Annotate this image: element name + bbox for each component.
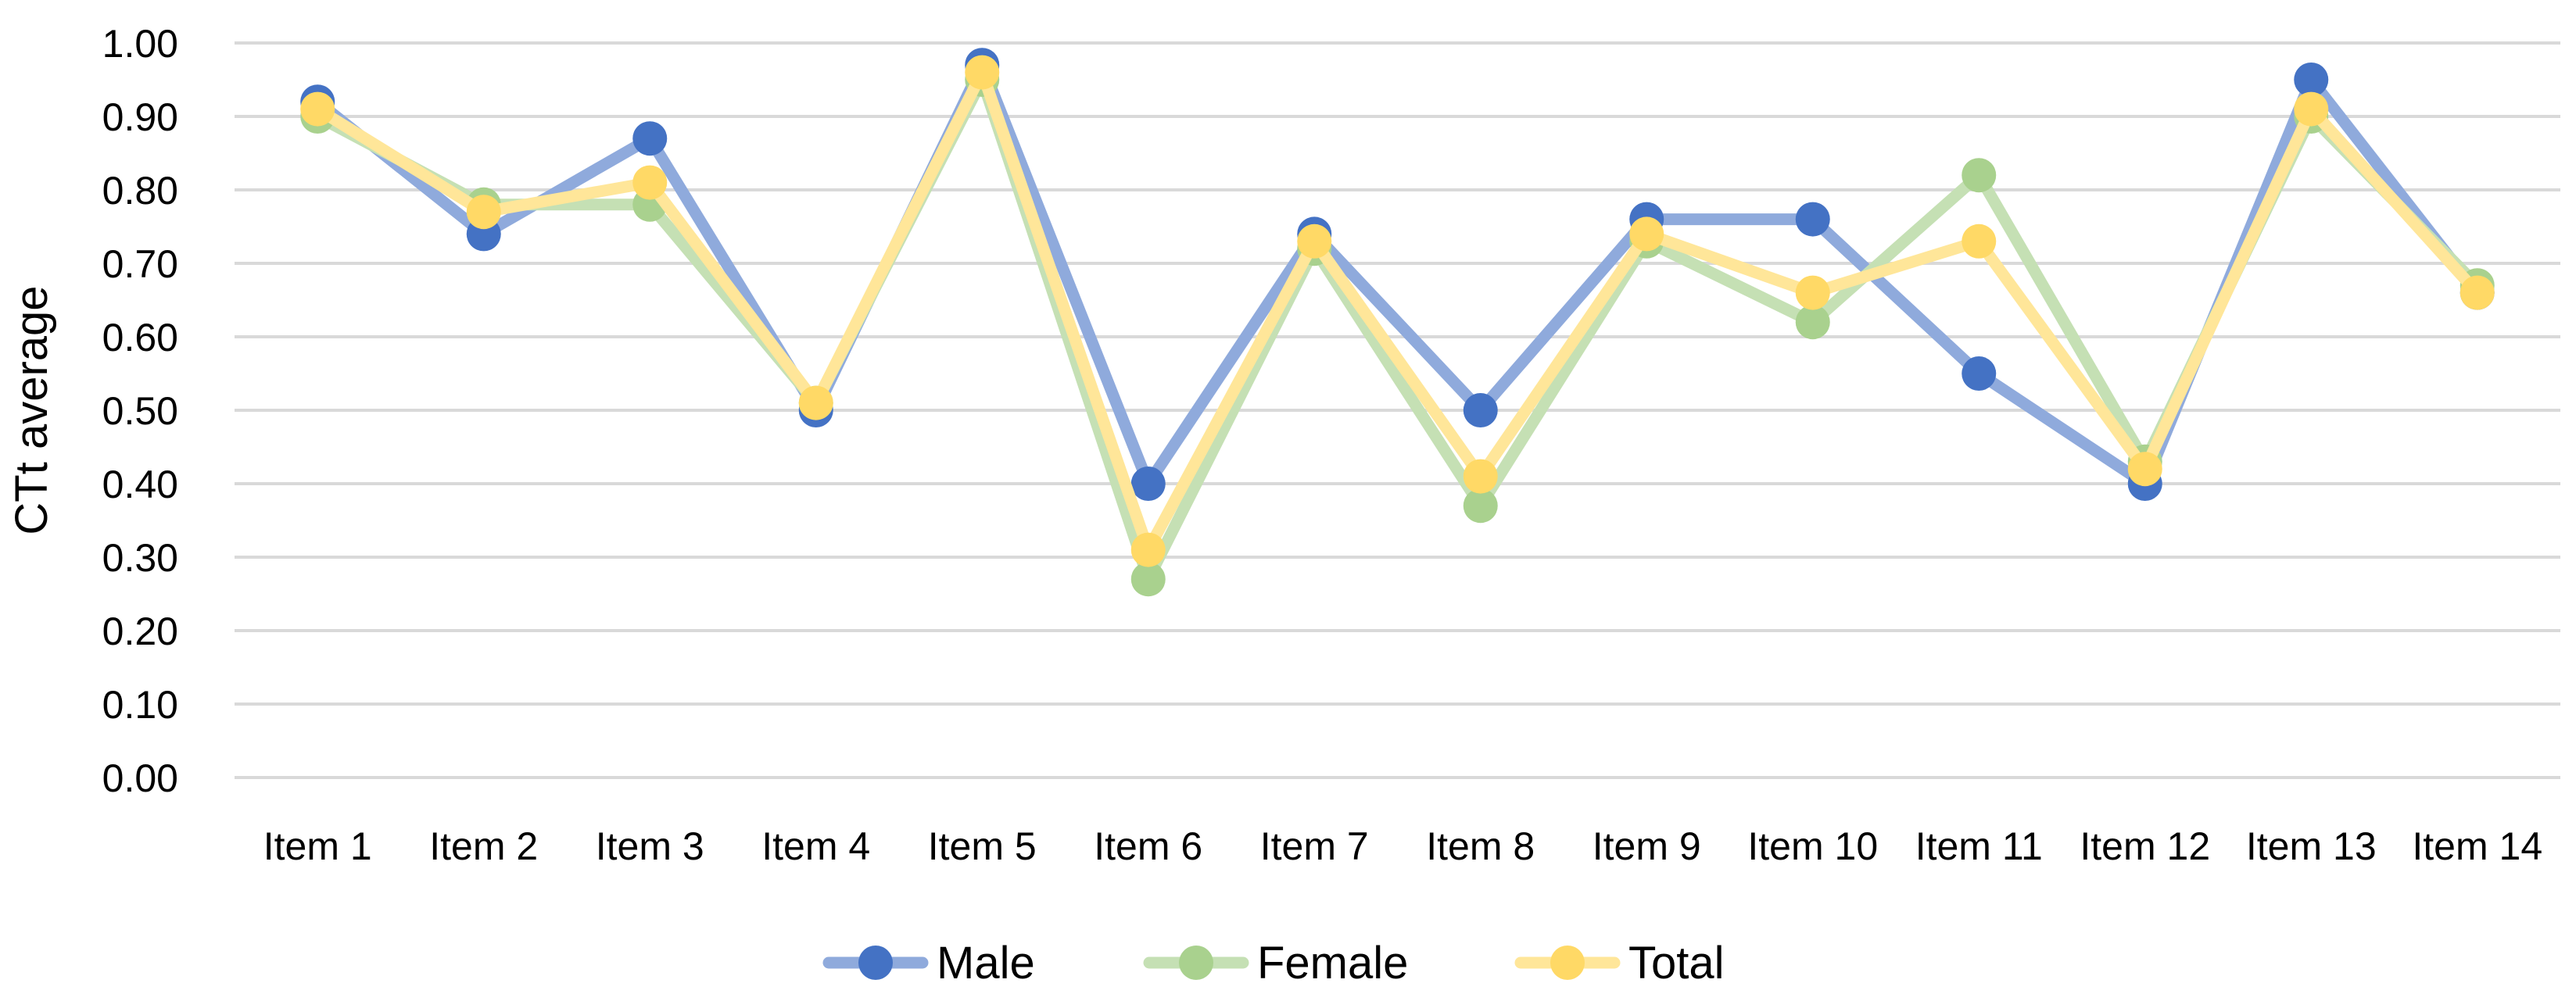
gridlines	[235, 41, 2560, 779]
x-tick-label: Item 9	[1593, 824, 1701, 868]
data-point	[300, 91, 335, 127]
legend-label: Total	[1628, 938, 1725, 988]
x-tick-label: Item 3	[596, 824, 704, 868]
y-tick-label: 1.00	[102, 22, 178, 66]
y-tick-label: 0.00	[102, 756, 178, 800]
data-point	[2460, 275, 2495, 310]
data-point	[466, 195, 501, 230]
data-point	[1297, 223, 1332, 259]
legend-label: Female	[1257, 938, 1408, 988]
legend-marker	[1179, 946, 1213, 980]
y-tick-label: 0.90	[102, 95, 178, 139]
series-line	[311, 73, 2484, 585]
legend: Male Female Total	[822, 938, 1725, 988]
y-axis-ticks: 0.00 0.10 0.20 0.30 0.40 0.50 0.60 0.70 0.80 0.90…	[102, 22, 178, 800]
series-total	[300, 55, 2495, 567]
x-tick-label: Item 8	[1426, 824, 1535, 868]
y-axis-title: CTt average	[6, 285, 57, 534]
data-point	[1795, 202, 1830, 237]
y-tick-label: 0.10	[102, 683, 178, 727]
legend-marker	[1550, 946, 1585, 980]
series-line	[311, 66, 2484, 556]
data-point	[1463, 459, 1498, 494]
x-tick-label: Item 5	[928, 824, 1037, 868]
x-tick-label: Item 14	[2412, 824, 2542, 868]
x-tick-label: Item 10	[1747, 824, 1878, 868]
data-point	[2294, 91, 2329, 127]
legend-item-male: Male	[822, 938, 1035, 988]
x-tick-label: Item 12	[2080, 824, 2210, 868]
x-tick-label: Item 13	[2246, 824, 2377, 868]
y-tick-label: 0.70	[102, 242, 178, 286]
y-tick-label: 0.60	[102, 316, 178, 359]
data-point	[1795, 305, 1830, 340]
data-point	[1130, 467, 1166, 501]
data-point	[1795, 275, 1830, 310]
data-point	[632, 165, 668, 200]
legend-label: Male	[937, 938, 1035, 988]
y-tick-label: 0.40	[102, 463, 178, 506]
data-point	[1629, 216, 1664, 252]
data-point	[1130, 532, 1166, 567]
x-tick-label: Item 11	[1915, 824, 2043, 868]
data-point	[2127, 452, 2162, 487]
data-point	[1463, 488, 1498, 524]
x-tick-label: Item 1	[263, 824, 372, 868]
legend-item-total: Total	[1514, 938, 1725, 988]
data-point	[798, 385, 833, 420]
data-point	[1962, 356, 1997, 391]
data-point	[632, 121, 668, 156]
data-point	[1130, 562, 1166, 597]
y-tick-label: 0.80	[102, 169, 178, 213]
data-point	[965, 55, 1000, 90]
y-tick-label: 0.20	[102, 610, 178, 653]
x-tick-label: Item 2	[429, 824, 538, 868]
series-line	[311, 59, 2484, 490]
y-tick-label: 0.30	[102, 536, 178, 580]
data-point	[1463, 393, 1498, 427]
data-point	[2294, 63, 2329, 97]
legend-marker	[858, 946, 893, 980]
data-point	[1962, 223, 1997, 259]
x-tick-label: Item 6	[1094, 824, 1202, 868]
series-group	[300, 48, 2495, 597]
x-axis-ticks: Item 1 Item 2 Item 3 Item 4 Item 5 Item 6 Item…	[263, 824, 2542, 868]
y-tick-label: 0.50	[102, 389, 178, 433]
x-tick-label: Item 4	[761, 824, 870, 868]
x-tick-label: Item 7	[1260, 824, 1369, 868]
data-point	[1962, 158, 1997, 193]
legend-item-female: Female	[1143, 938, 1408, 988]
